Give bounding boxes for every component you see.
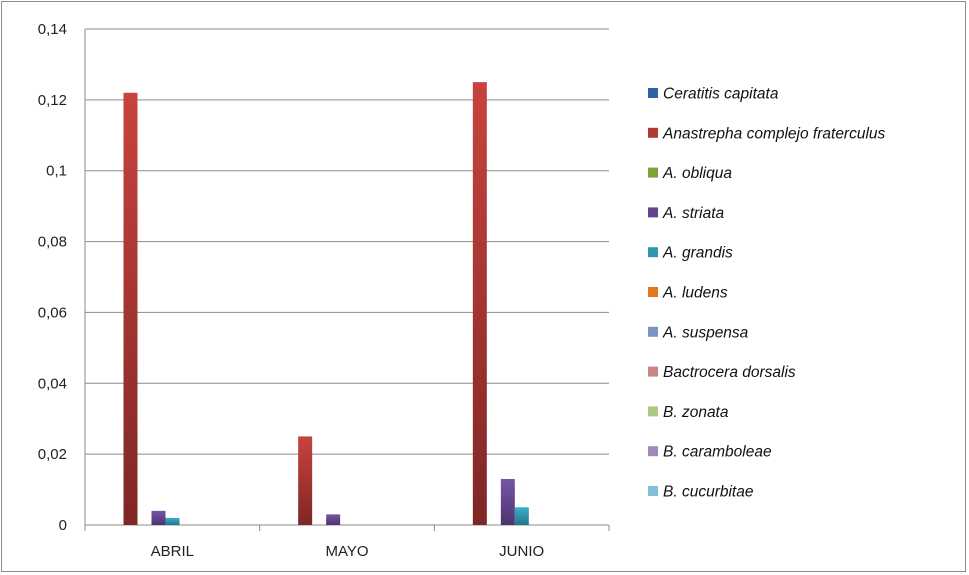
y-tick-label: 0,02 [38,446,67,463]
x-tick-label: JUNIO [499,543,544,560]
legend-label: B. zonata [663,404,729,421]
legend-swatch [648,127,658,138]
legend-label: A. striata [662,205,725,222]
bar [151,510,166,525]
legend-swatch [648,207,658,218]
y-tick-label: 0,12 [38,92,67,109]
x-tick-label: ABRIL [151,543,194,560]
legend-label: A. grandis [662,245,733,262]
legend-swatch [648,446,658,457]
y-tick-label: 0 [59,517,67,534]
legend-swatch [648,326,658,337]
bar [298,436,313,525]
y-tick-label: 0,1 [46,163,67,180]
legend-swatch [648,406,658,417]
bar [123,92,138,526]
legend-swatch [648,486,658,496]
legend-label: Anastrepha complejo fraterculus [662,125,886,142]
bar [500,478,515,525]
legend-label: Bactrocera dorsalis [663,364,796,381]
legend-swatch [648,247,658,258]
legend-label: Ceratitis capitata [663,86,779,103]
legend: Ceratitis capitata Anastrepha complejo fr… [648,86,886,501]
y-tick-label: 0,08 [38,234,67,251]
bar [326,514,341,525]
bars [123,82,529,526]
legend-label: B. cucurbitae [663,484,754,501]
legend-label: A. obliqua [662,165,732,182]
y-tick-label: 0,06 [38,304,67,321]
gridlines [85,28,609,455]
legend-swatch [648,167,658,178]
axes [84,29,610,531]
y-tick-label: 0,04 [38,375,67,392]
y-tick-label: 0,14 [38,21,67,38]
x-tick-label: MAYO [325,543,368,560]
legend-label: A. suspensa [662,324,749,341]
legend-swatch [648,287,658,297]
bar [165,517,180,525]
legend-swatch [648,88,658,98]
legend-label: A. ludens [662,285,728,302]
x-axis-ticks: ABRIL MAYO JUNIO [151,543,545,560]
legend-label: B. caramboleae [663,444,772,461]
legend-swatch [648,366,658,377]
bar [472,82,487,526]
y-axis-ticks: 0 0,02 0,04 0,06 0,08 0,1 0,12 0,14 [38,21,67,534]
bar [514,507,529,525]
